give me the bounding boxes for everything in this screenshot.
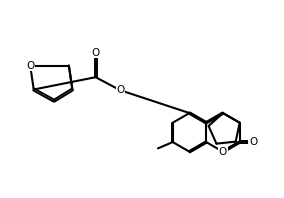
Text: O: O: [249, 137, 257, 147]
Text: O: O: [26, 61, 34, 71]
Text: O: O: [116, 85, 124, 95]
Text: O: O: [91, 48, 100, 58]
Text: O: O: [219, 147, 227, 157]
